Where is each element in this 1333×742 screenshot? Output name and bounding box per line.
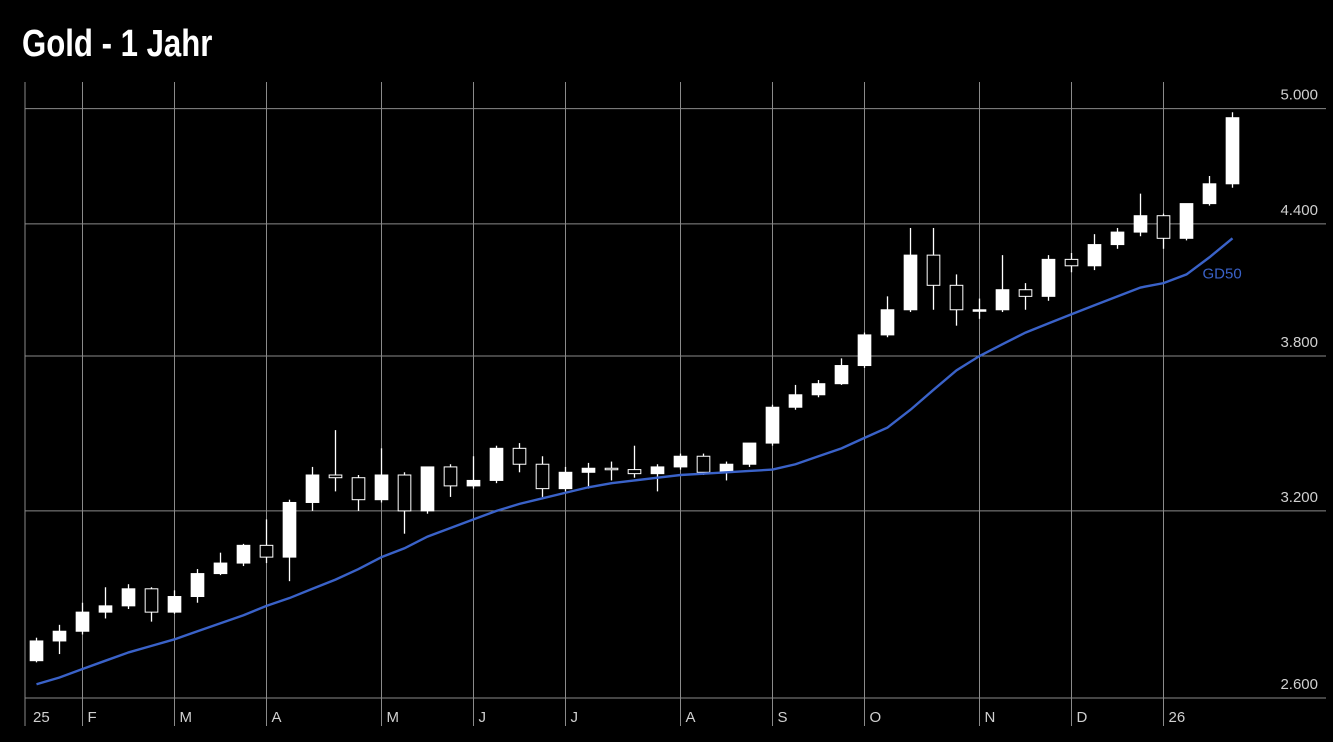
candle-body xyxy=(696,455,711,473)
candle-body xyxy=(926,254,941,286)
x-tick-label: M xyxy=(387,709,400,726)
candle-body xyxy=(1179,203,1194,239)
candle-body xyxy=(328,474,343,479)
candle-body xyxy=(305,474,320,503)
candle-body xyxy=(282,501,297,558)
x-tick-label: A xyxy=(686,709,696,726)
candle-body xyxy=(121,588,136,607)
candle-body xyxy=(765,406,780,444)
candle-body xyxy=(673,455,688,468)
candle-body xyxy=(1087,244,1102,267)
candle-body xyxy=(811,383,826,396)
candle-body xyxy=(443,466,458,487)
candle-body xyxy=(259,544,274,558)
candle-body xyxy=(650,466,665,475)
candle-body xyxy=(52,630,67,642)
candle-body xyxy=(397,474,412,512)
candle-body xyxy=(466,479,481,487)
y-tick-label: 4.400 xyxy=(1280,202,1318,219)
candle-body xyxy=(144,588,159,613)
candle-body xyxy=(190,573,205,598)
candle-body xyxy=(1225,117,1240,185)
x-tick-label: 25 xyxy=(33,709,50,726)
candle-body xyxy=(788,394,803,408)
candle-body xyxy=(98,605,113,613)
chart-title: Gold - 1 Jahr xyxy=(22,23,212,65)
candle-body xyxy=(972,309,987,312)
candle-body xyxy=(167,596,182,613)
candle-body xyxy=(604,467,619,471)
y-tick-label: 3.200 xyxy=(1280,489,1318,506)
candle-body xyxy=(834,365,849,385)
candle-body xyxy=(1110,231,1125,246)
y-tick-label: 3.800 xyxy=(1280,334,1318,351)
x-tick-label: O xyxy=(870,709,882,726)
x-tick-label: D xyxy=(1077,709,1088,726)
candle-body xyxy=(903,254,918,311)
x-tick-label: J xyxy=(571,709,579,726)
candle-body xyxy=(1018,289,1033,297)
candle-body xyxy=(374,474,389,501)
candle-body xyxy=(75,611,90,632)
candle-body xyxy=(1156,215,1171,239)
y-tick-label: 5.000 xyxy=(1280,87,1318,104)
candle-body xyxy=(512,447,527,465)
candle-body xyxy=(213,562,228,575)
candle-body xyxy=(742,442,757,465)
x-tick-label: 26 xyxy=(1169,709,1186,726)
x-tick-label: M xyxy=(180,709,193,726)
candle-body xyxy=(581,467,596,473)
x-tick-label: N xyxy=(985,709,996,726)
candle-body xyxy=(627,469,642,475)
moving-average-line xyxy=(36,237,1234,686)
y-tick-label: 2.600 xyxy=(1280,676,1318,693)
candle-body xyxy=(880,309,895,336)
candle-body xyxy=(351,477,366,501)
line-label: GD50 xyxy=(1203,265,1242,282)
candle-body xyxy=(995,289,1010,311)
x-tick-label: J xyxy=(479,709,487,726)
candle-body xyxy=(1133,215,1148,233)
candle-body xyxy=(949,284,964,311)
x-tick-label: A xyxy=(272,709,282,726)
candle-body xyxy=(29,640,44,662)
x-tick-label: F xyxy=(88,709,97,726)
candle-body xyxy=(1041,258,1056,297)
candle-body xyxy=(1064,258,1079,267)
candle-body xyxy=(535,463,550,490)
x-tick-label: S xyxy=(778,709,788,726)
candle-body xyxy=(1202,183,1217,205)
candle-body xyxy=(558,471,573,490)
candle-body xyxy=(857,334,872,367)
candle-body xyxy=(236,544,251,564)
candle-body xyxy=(420,466,435,512)
candle-body xyxy=(489,447,504,481)
